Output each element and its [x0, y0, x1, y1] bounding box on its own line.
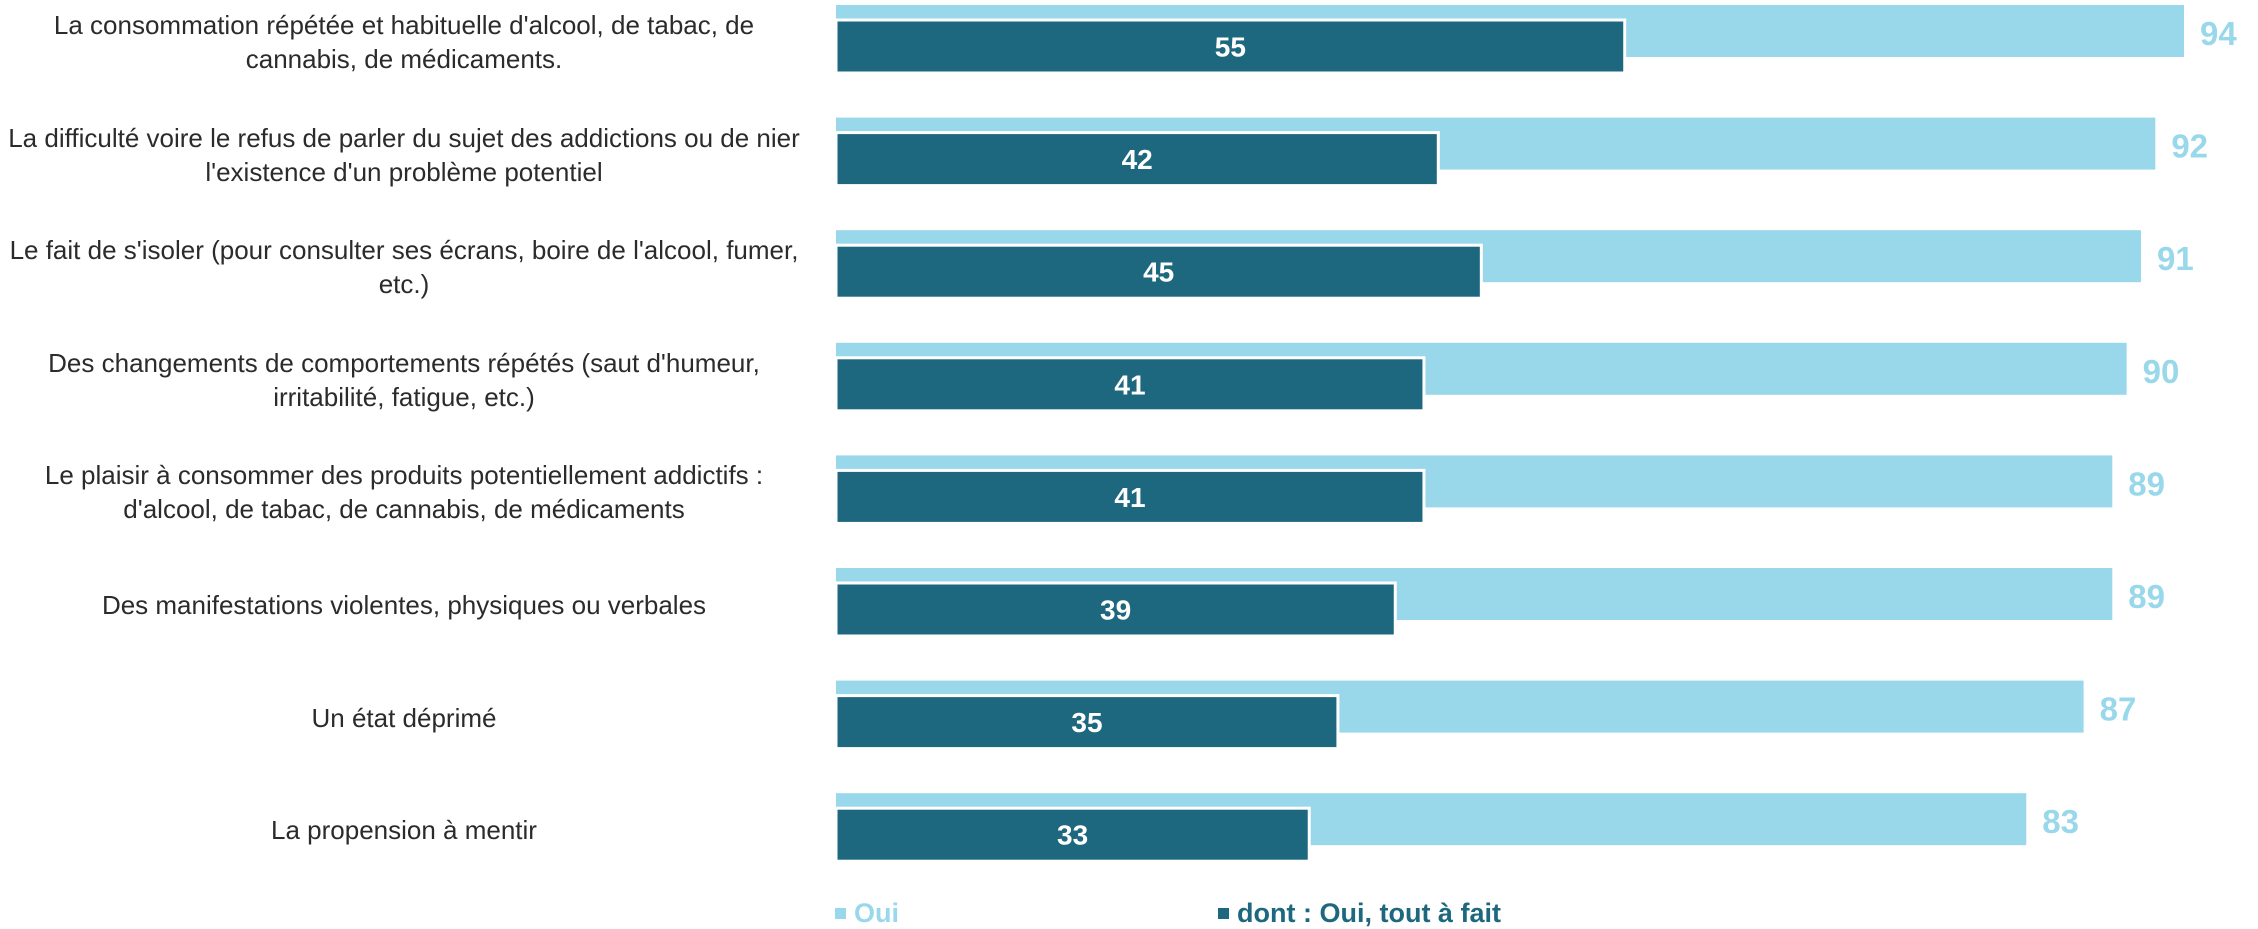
category-label: Des changements de comportements répétés… [48, 347, 760, 412]
data-label-oui: 89 [2128, 465, 2165, 502]
legend-oui-label: Oui [854, 898, 899, 928]
category-label: Un état déprimé [311, 702, 497, 733]
legend-tout-a-fait-swatch [1218, 908, 1229, 919]
legend-oui: Oui [835, 898, 899, 929]
data-label-tout-a-fait: 41 [1114, 482, 1145, 513]
data-label-tout-a-fait: 39 [1100, 595, 1131, 626]
bar-tout-a-fait [834, 806, 1311, 863]
data-label-oui: 90 [2143, 353, 2180, 390]
data-label-oui: 91 [2157, 240, 2194, 277]
data-label-tout-a-fait: 41 [1114, 369, 1145, 400]
bar-tout-a-fait [834, 694, 1340, 751]
legend-tout-a-fait: dont : Oui, tout à fait [1218, 898, 1501, 929]
bar-tout-a-fait [834, 356, 1426, 413]
data-label-tout-a-fait: 33 [1057, 820, 1088, 851]
data-label-tout-a-fait: 35 [1071, 707, 1102, 738]
bar-tout-a-fait [834, 131, 1440, 188]
data-label-oui: 87 [2100, 691, 2137, 728]
legend-oui-swatch [835, 908, 846, 919]
data-label-oui: 94 [2200, 15, 2237, 52]
category-label: La difficulté voire le refus de parler d… [8, 122, 800, 187]
bar-tout-a-fait [834, 18, 1627, 75]
bar-tout-a-fait [834, 243, 1483, 300]
category-label: La consommation répétée et habituelle d'… [53, 10, 755, 74]
legend-tout-a-fait-label: dont : Oui, tout à fait [1237, 898, 1501, 928]
data-label-oui: 92 [2171, 128, 2208, 165]
data-label-oui: 83 [2042, 803, 2079, 840]
bar-tout-a-fait [834, 581, 1397, 638]
category-label: Le fait de s'isoler (pour consulter ses … [9, 235, 799, 300]
data-label-tout-a-fait: 45 [1143, 257, 1174, 288]
category-label: Des manifestations violentes, physiques … [101, 590, 707, 620]
data-label-tout-a-fait: 42 [1122, 144, 1153, 175]
data-label-oui: 89 [2128, 578, 2165, 615]
category-label: La propension à mentir [271, 815, 537, 846]
bar-tout-a-fait [834, 468, 1426, 525]
category-label: Le plaisir à consommer des produits pote… [44, 460, 764, 525]
data-label-tout-a-fait: 55 [1215, 32, 1246, 63]
